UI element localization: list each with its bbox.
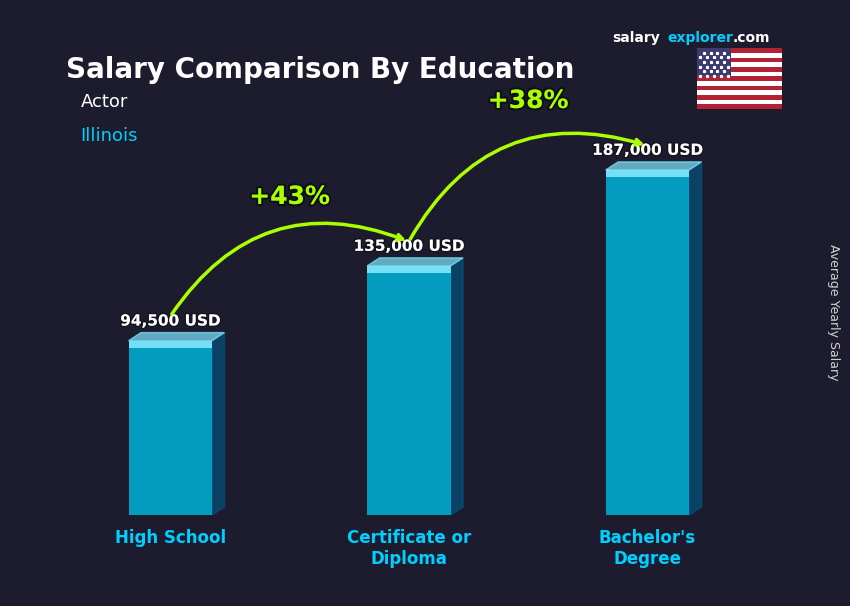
Polygon shape bbox=[605, 162, 701, 170]
Text: +38%: +38% bbox=[488, 89, 569, 113]
Bar bbox=[605, 170, 689, 178]
Text: 135,000 USD: 135,000 USD bbox=[354, 239, 464, 254]
Bar bbox=[697, 48, 782, 53]
Polygon shape bbox=[450, 258, 463, 515]
Bar bbox=[697, 86, 782, 90]
Bar bbox=[697, 90, 782, 95]
Bar bbox=[697, 62, 782, 67]
Bar bbox=[128, 341, 212, 515]
Bar bbox=[605, 170, 689, 515]
Text: .com: .com bbox=[733, 32, 770, 45]
Polygon shape bbox=[689, 162, 701, 515]
Text: Salary Comparison By Education: Salary Comparison By Education bbox=[65, 56, 574, 84]
Bar bbox=[367, 266, 450, 273]
Polygon shape bbox=[212, 333, 224, 515]
Text: +43%: +43% bbox=[249, 185, 330, 209]
Text: Illinois: Illinois bbox=[81, 127, 138, 145]
Text: explorer: explorer bbox=[667, 32, 733, 45]
Bar bbox=[697, 81, 782, 86]
Bar bbox=[697, 104, 782, 109]
Bar bbox=[367, 266, 450, 515]
Bar bbox=[697, 95, 782, 100]
Polygon shape bbox=[128, 333, 224, 341]
Polygon shape bbox=[367, 258, 463, 266]
Text: 187,000 USD: 187,000 USD bbox=[592, 143, 703, 158]
Bar bbox=[697, 72, 782, 76]
Text: salary: salary bbox=[728, 56, 776, 70]
Text: salary: salary bbox=[612, 32, 660, 45]
Text: Actor: Actor bbox=[81, 93, 128, 111]
Bar bbox=[697, 67, 782, 72]
Bar bbox=[128, 341, 212, 348]
FancyBboxPatch shape bbox=[697, 48, 731, 76]
Bar bbox=[697, 53, 782, 58]
Text: Average Yearly Salary: Average Yearly Salary bbox=[828, 244, 841, 381]
Bar bbox=[697, 76, 782, 81]
Bar bbox=[697, 58, 782, 62]
Bar bbox=[697, 100, 782, 104]
Text: 94,500 USD: 94,500 USD bbox=[120, 313, 220, 328]
